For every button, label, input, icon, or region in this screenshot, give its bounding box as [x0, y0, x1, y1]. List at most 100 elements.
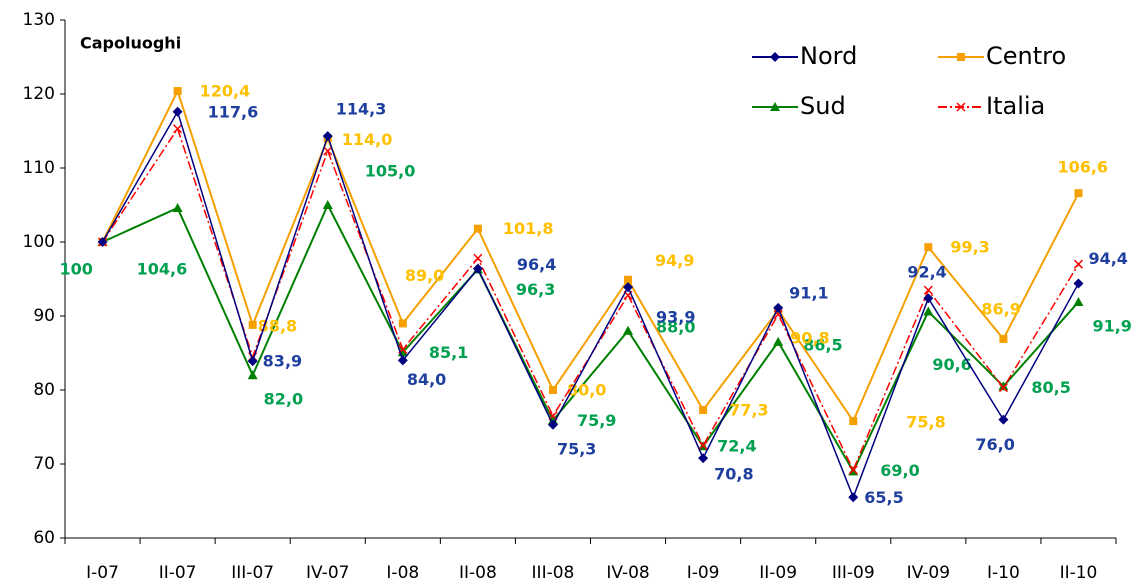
- value-label: 82,0: [264, 390, 303, 409]
- marker: [623, 325, 634, 335]
- value-label: 91,1: [789, 283, 828, 302]
- x-tick-label: I-07: [86, 563, 119, 583]
- value-label: 70,8: [714, 465, 753, 484]
- marker: [623, 282, 634, 293]
- marker: [773, 302, 784, 313]
- marker: [97, 237, 108, 247]
- value-label: 86,9: [981, 299, 1020, 318]
- value-label: 105,0: [365, 162, 416, 181]
- marker: [849, 417, 858, 426]
- marker: [699, 405, 708, 414]
- series-line: [102, 202, 1080, 474]
- value-label: 75,9: [577, 411, 616, 430]
- marker: [248, 320, 257, 329]
- marker: [773, 336, 784, 346]
- x-tick-label: II-08: [459, 563, 497, 583]
- marker: [924, 243, 933, 252]
- legend-label: Centro: [986, 42, 1066, 70]
- marker: [999, 334, 1008, 343]
- value-label: 83,9: [263, 352, 302, 371]
- y-tick-label: 80: [33, 380, 55, 400]
- marker: [323, 146, 333, 156]
- marker: [247, 356, 258, 367]
- value-label: 85,1: [429, 343, 468, 362]
- marker: [998, 381, 1009, 391]
- value-label: 94,4: [1088, 249, 1127, 268]
- value-label: 90,6: [932, 355, 971, 374]
- value-label: 75,3: [557, 439, 596, 458]
- x-tick-label: II-10: [1060, 563, 1098, 583]
- marker: [998, 414, 1009, 425]
- value-label: 90,8: [790, 329, 829, 348]
- x-tick-label: III-08: [532, 563, 575, 583]
- value-label: 104,6: [137, 259, 188, 278]
- marker: [770, 102, 780, 111]
- series-line: [101, 88, 1080, 424]
- value-label: 72,4: [717, 437, 756, 456]
- value-label: 65,5: [864, 488, 903, 507]
- marker: [172, 202, 183, 212]
- marker: [1073, 296, 1084, 306]
- marker: [322, 131, 333, 142]
- legend-label: Nord: [800, 42, 857, 70]
- chart-title: Capoluoghi: [80, 34, 181, 53]
- marker: [322, 200, 333, 209]
- marker: [923, 293, 934, 304]
- value-label: 91,9: [1092, 316, 1131, 335]
- value-label: 69,0: [880, 461, 919, 480]
- marker: [1074, 189, 1083, 198]
- value-label: 84,0: [407, 370, 446, 389]
- value-label: 101,8: [503, 219, 554, 238]
- value-label: 99,3: [950, 238, 989, 257]
- marker: [1073, 259, 1083, 269]
- value-label: 89,0: [405, 266, 444, 285]
- y-tick-label: 110: [23, 158, 55, 178]
- x-tick-label: IV-07: [306, 563, 349, 583]
- marker: [173, 124, 183, 134]
- value-label: 80,0: [567, 381, 606, 400]
- x-tick-label: IV-08: [606, 563, 649, 583]
- marker: [472, 263, 483, 274]
- value-label: 114,0: [342, 130, 393, 149]
- y-tick-label: 120: [23, 84, 55, 104]
- marker: [397, 355, 408, 366]
- x-tick-label: II-09: [759, 563, 797, 583]
- marker: [923, 285, 933, 295]
- marker: [1073, 278, 1084, 289]
- x-tick-label: III-07: [231, 563, 274, 583]
- marker: [956, 102, 966, 112]
- marker: [698, 453, 709, 464]
- value-label: 114,3: [336, 100, 387, 119]
- value-label: 88,0: [656, 317, 695, 336]
- marker: [923, 306, 934, 316]
- y-tick-label: 70: [33, 454, 55, 474]
- value-label: 120,4: [200, 82, 251, 101]
- value-label: 80,5: [1031, 378, 1070, 397]
- x-tick-label: I-09: [687, 563, 720, 583]
- legend-label: Sud: [800, 92, 846, 120]
- marker: [398, 319, 407, 328]
- marker: [624, 275, 633, 284]
- marker: [247, 370, 258, 380]
- value-label: 92,4: [907, 263, 946, 282]
- value-label: 96,3: [516, 280, 555, 299]
- value-label: 106,6: [1057, 158, 1108, 177]
- value-label: 75,8: [906, 413, 945, 432]
- value-label: 93,9: [656, 308, 695, 327]
- marker: [957, 53, 965, 61]
- x-tick-label: III-09: [832, 563, 875, 583]
- value-label: 76,0: [975, 435, 1014, 454]
- value-label: 100: [60, 260, 93, 279]
- marker: [173, 87, 182, 96]
- x-tick-label: IV-09: [907, 563, 950, 583]
- y-tick-label: 100: [23, 232, 55, 252]
- marker: [547, 419, 558, 430]
- value-label: 96,4: [517, 255, 556, 274]
- y-tick-label: 90: [33, 306, 55, 326]
- marker: [698, 440, 708, 451]
- value-label: 77,3: [729, 400, 768, 419]
- x-tick-label: II-07: [159, 563, 197, 583]
- marker: [998, 383, 1008, 393]
- series-line: [101, 109, 1080, 500]
